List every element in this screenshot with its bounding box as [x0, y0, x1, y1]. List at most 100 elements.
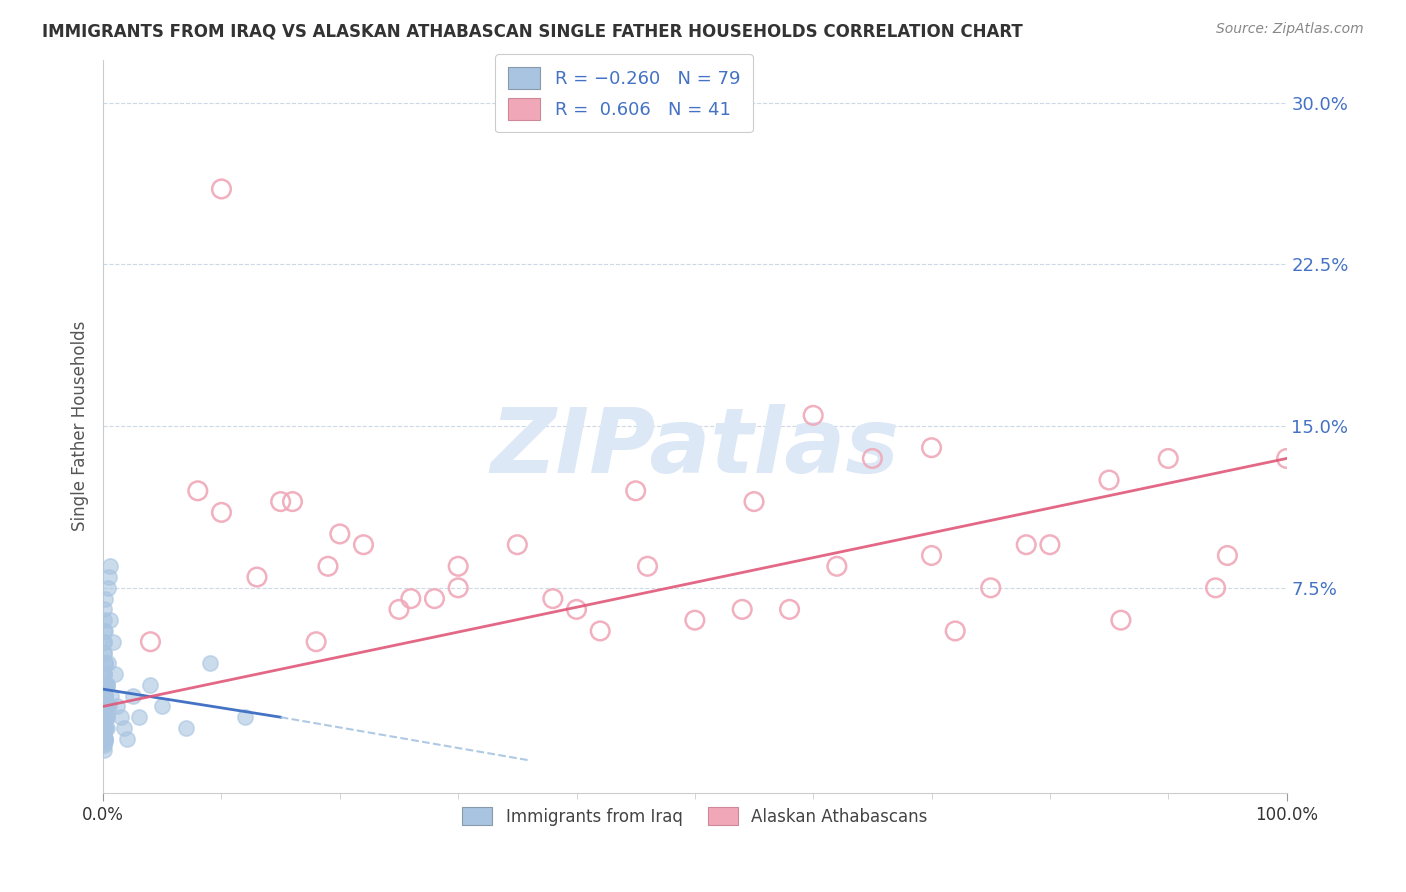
Point [96, 710, 118, 724]
Point [114, 721, 136, 735]
Point [96, 710, 118, 724]
Point [270, 494, 292, 508]
Point [93, 725, 115, 739]
Point [423, 591, 446, 606]
Point [96, 699, 118, 714]
Point [93, 634, 115, 648]
Point [139, 678, 162, 692]
Point [281, 494, 304, 508]
Point [541, 591, 564, 606]
Point [104, 667, 127, 681]
Point [93, 736, 115, 750]
Point [94, 731, 117, 746]
Point [94, 731, 117, 746]
Point [94, 721, 117, 735]
Point [860, 451, 883, 466]
Point [93, 646, 115, 660]
Point [96, 678, 118, 692]
Point [731, 602, 754, 616]
Point [1109, 613, 1132, 627]
Point [246, 570, 269, 584]
Point [211, 505, 233, 519]
Point [97, 581, 120, 595]
Point [93, 678, 115, 692]
Point [121, 689, 143, 703]
Point [94, 657, 117, 671]
Point [94, 699, 117, 714]
Point [198, 657, 221, 671]
Point [316, 559, 339, 574]
Point [447, 559, 470, 574]
Point [943, 624, 966, 638]
Point [96, 699, 118, 714]
Point [94, 689, 117, 703]
Point [93, 721, 115, 735]
Point [353, 538, 375, 552]
Point [1098, 473, 1121, 487]
Point [565, 602, 588, 616]
Point [94, 699, 117, 714]
Point [128, 710, 150, 724]
Point [447, 581, 470, 595]
Point [150, 699, 173, 714]
Point [93, 646, 115, 660]
Point [93, 710, 115, 724]
Point [94, 721, 117, 735]
Point [93, 689, 115, 703]
Point [305, 634, 328, 648]
Point [1275, 451, 1298, 466]
Point [115, 731, 138, 746]
Point [93, 624, 115, 638]
Point [683, 613, 706, 627]
Point [187, 483, 209, 498]
Point [825, 559, 848, 574]
Point [98, 559, 121, 574]
Point [779, 602, 801, 616]
Point [980, 581, 1002, 595]
Point [329, 527, 352, 541]
Point [94, 591, 117, 606]
Point [93, 731, 115, 746]
Text: ZIPatlas: ZIPatlas [491, 404, 900, 492]
Text: Source: ZipAtlas.com: Source: ZipAtlas.com [1216, 22, 1364, 37]
Point [93, 667, 115, 681]
Point [637, 559, 659, 574]
Point [94, 721, 117, 735]
Point [921, 441, 943, 455]
Point [94, 689, 117, 703]
Point [233, 710, 256, 724]
Point [93, 721, 115, 735]
Point [801, 409, 824, 423]
Point [624, 483, 647, 498]
Point [101, 634, 124, 648]
Point [98, 699, 121, 714]
Point [93, 678, 115, 692]
Point [93, 689, 115, 703]
Point [93, 634, 115, 648]
Point [93, 667, 115, 681]
Point [94, 734, 117, 748]
Point [1216, 549, 1239, 563]
Y-axis label: Single Father Households: Single Father Households [72, 321, 89, 532]
Point [105, 699, 128, 714]
Point [94, 710, 117, 724]
Text: IMMIGRANTS FROM IRAQ VS ALASKAN ATHABASCAN SINGLE FATHER HOUSEHOLDS CORRELATION : IMMIGRANTS FROM IRAQ VS ALASKAN ATHABASC… [42, 22, 1024, 40]
Point [94, 657, 117, 671]
Point [94, 689, 117, 703]
Point [1015, 538, 1038, 552]
Point [93, 678, 115, 692]
Point [921, 549, 943, 563]
Point [96, 721, 118, 735]
Point [589, 624, 612, 638]
Point [506, 538, 529, 552]
Point [93, 730, 115, 744]
Point [93, 742, 115, 756]
Point [139, 634, 162, 648]
Point [98, 613, 121, 627]
Point [93, 699, 115, 714]
Point [742, 494, 765, 508]
Point [110, 710, 132, 724]
Point [93, 699, 115, 714]
Point [94, 731, 117, 746]
Point [93, 602, 115, 616]
